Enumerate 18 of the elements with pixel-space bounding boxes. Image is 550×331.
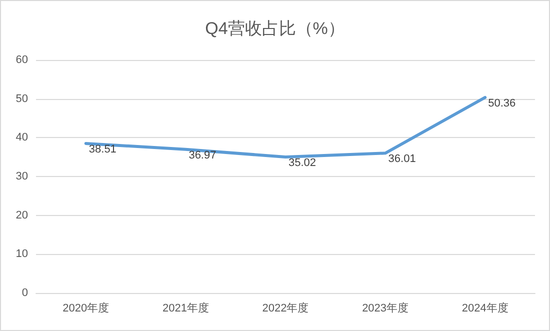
y-tick-label: 20 bbox=[16, 209, 28, 222]
x-tick-label: 2021年度 bbox=[162, 302, 209, 314]
data-label: 36.97 bbox=[188, 149, 216, 162]
x-tick-label: 2024年度 bbox=[462, 302, 508, 314]
y-tick-label: 60 bbox=[16, 54, 28, 66]
data-label: 35.02 bbox=[288, 157, 316, 170]
x-tick-label: 2022年度 bbox=[262, 302, 309, 314]
x-tick-label: 2020年度 bbox=[62, 302, 110, 314]
x-tick-label: 2023年度 bbox=[362, 302, 409, 314]
y-tick-label: 50 bbox=[16, 92, 28, 105]
y-tick-label: 40 bbox=[16, 132, 28, 144]
chart-title: Q4营收占比（%） bbox=[205, 19, 345, 38]
data-label: 38.51 bbox=[88, 143, 116, 156]
data-label: 36.01 bbox=[388, 153, 416, 166]
y-tick-label: 30 bbox=[16, 170, 28, 182]
y-tick-label: 10 bbox=[16, 248, 28, 260]
data-label: 50.36 bbox=[488, 97, 516, 110]
y-tick-label: 0 bbox=[22, 287, 28, 299]
